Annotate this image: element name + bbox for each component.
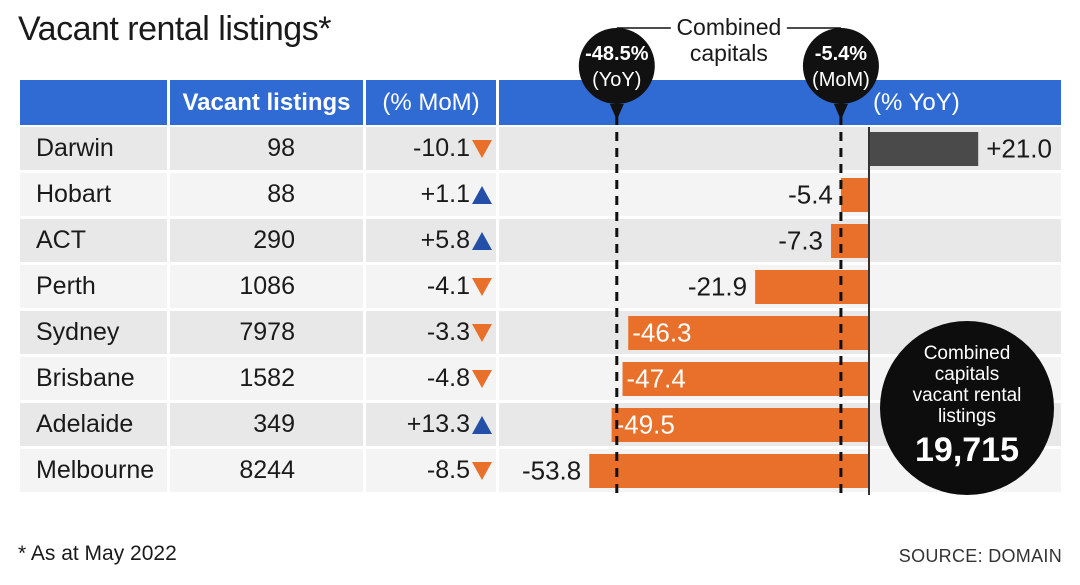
yoy-bar-cell [499,173,1061,216]
reference-title-line1: Combined [676,14,781,40]
header-city [20,80,167,125]
header-mom: (% MoM) [366,80,496,125]
table-row: Brisbane 1582 -4.8 [20,357,1061,400]
yoy-bar-cell [499,265,1061,308]
reference-value: -48.5% [585,43,649,65]
vacant-listings-value: 349 [170,403,363,446]
down-arrow-icon [472,462,492,480]
vacant-listings-value: 7978 [170,311,363,354]
vacant-listings-value: 290 [170,219,363,262]
header-yoy: (% YoY) [499,80,1061,125]
up-arrow-icon [472,232,492,250]
table-row: Melbourne 8244 -8.5 [20,449,1061,492]
mom-value: -4.1 [366,265,496,308]
vacant-listings-value: 1582 [170,357,363,400]
city-label: ACT [20,219,167,262]
vacant-listings-value: 8244 [170,449,363,492]
city-label: Sydney [20,311,167,354]
chart-title: Vacant rental listings* [18,10,331,48]
table-row: Darwin 98 -10.1 [20,127,1061,170]
header-vacant-listings: Vacant listings [170,80,363,125]
table-row: Adelaide 349 +13.3 [20,403,1061,446]
down-arrow-icon [472,370,492,388]
mom-value: -4.8 [366,357,496,400]
table-row: ACT 290 +5.8 [20,219,1061,262]
yoy-bar-cell [499,127,1061,170]
yoy-bar-cell [499,449,1061,492]
up-arrow-icon [472,186,492,204]
table-row: Hobart 88 +1.1 [20,173,1061,216]
yoy-bar-cell [499,357,1061,400]
header-yoy-label: (% YoY) [873,88,960,116]
mom-value: -8.5 [366,449,496,492]
yoy-bar-cell [499,219,1061,262]
reference-title-line2: capitals [690,40,768,66]
city-label: Darwin [20,127,167,170]
mom-value: +1.1 [366,173,496,216]
table-row: Sydney 7978 -3.3 [20,311,1061,354]
vacant-listings-value: 1086 [170,265,363,308]
up-arrow-icon [472,416,492,434]
yoy-bar-cell [499,311,1061,354]
down-arrow-icon [472,278,492,296]
city-label: Hobart [20,173,167,216]
city-label: Perth [20,265,167,308]
yoy-bar-cell [499,403,1061,446]
vacant-listings-value: 98 [170,127,363,170]
vacant-listings-value: 88 [170,173,363,216]
mom-value: +5.8 [366,219,496,262]
city-label: Brisbane [20,357,167,400]
mom-value: -10.1 [366,127,496,170]
down-arrow-icon [472,140,492,158]
mom-value: -3.3 [366,311,496,354]
down-arrow-icon [472,324,492,342]
table-row: Perth 1086 -4.1 [20,265,1061,308]
mom-value: +13.3 [366,403,496,446]
city-label: Melbourne [20,449,167,492]
city-label: Adelaide [20,403,167,446]
footnote: * As at May 2022 [18,542,177,565]
reference-value: -5.4% [815,43,867,65]
source-credit: SOURCE: DOMAIN [898,546,1062,566]
